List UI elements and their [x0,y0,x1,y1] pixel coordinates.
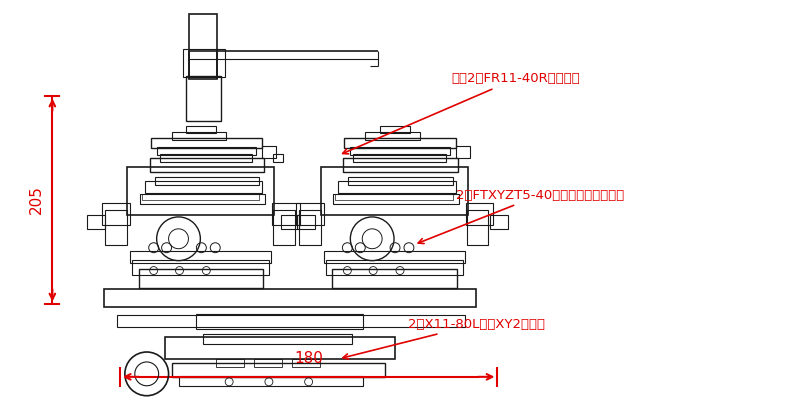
Bar [350,147,450,155]
Bar [183,49,225,77]
Bar [190,14,218,79]
Bar [292,359,319,367]
Bar [254,359,282,367]
Bar [186,76,222,121]
Bar [348,177,453,185]
Bar [87,215,105,229]
Bar [142,194,259,200]
Bar [165,337,395,359]
Bar [127,167,274,215]
Bar [296,203,323,225]
Bar [132,260,269,274]
Bar [281,215,298,229]
Bar [179,376,363,386]
Bar [272,203,300,225]
Bar [338,181,456,193]
Bar [335,194,453,200]
Bar [466,210,488,245]
Bar [334,194,458,204]
Text: 2个X11-80L组成XY2个方向: 2个X11-80L组成XY2个方向 [343,318,545,359]
Bar [150,158,264,172]
Text: 2个FTXYZT5-40五维调整架分布左右: 2个FTXYZT5-40五维调整架分布左右 [418,189,624,243]
Text: 205: 205 [29,185,44,215]
Bar [203,334,352,344]
Bar [323,250,465,262]
Text: 增加2个FR11-40R旋转角度: 增加2个FR11-40R旋转角度 [342,73,580,154]
Text: 180: 180 [294,351,323,366]
Bar [262,146,276,158]
Bar [102,203,130,225]
Bar [366,131,420,140]
Bar [171,131,226,140]
Bar [456,146,470,158]
Bar [326,260,462,274]
Bar [117,315,465,327]
Bar [273,154,282,162]
Bar [380,126,410,133]
Bar [186,126,216,133]
Bar [298,210,321,245]
Bar [321,167,467,215]
Bar [160,154,252,162]
Bar [216,359,244,367]
Bar [354,154,446,162]
Bar [154,177,259,185]
Bar [344,138,456,148]
Bar [157,147,256,155]
Bar [130,250,271,262]
Bar [196,314,363,329]
Bar [150,138,262,148]
Bar [297,215,314,229]
Bar [273,210,294,245]
Bar [466,203,494,225]
Bar [138,269,263,288]
Bar [171,363,385,377]
Bar [104,290,477,307]
Bar [105,210,127,245]
Bar [343,158,458,172]
Bar [140,194,265,204]
Bar [333,269,457,288]
Bar [145,181,262,193]
Bar [490,215,508,229]
